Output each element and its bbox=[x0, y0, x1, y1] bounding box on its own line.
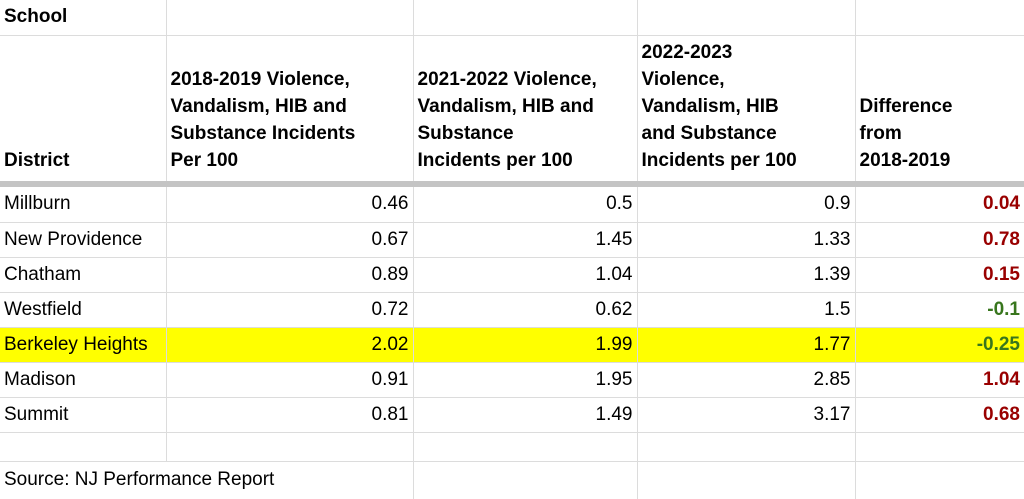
header-2021-2022-incidents[interactable]: 2021-2022 Violence, Vandalism, HIB and S… bbox=[413, 35, 638, 181]
empty-cell[interactable] bbox=[0, 432, 167, 462]
incidents-2022-cell[interactable]: 1.5 bbox=[637, 292, 856, 328]
incidents-2018-cell[interactable]: 0.72 bbox=[166, 292, 414, 328]
table-row: Madison 0.91 1.95 2.85 1.04 bbox=[0, 362, 1024, 398]
incidents-2022-cell[interactable]: 1.39 bbox=[637, 257, 856, 293]
empty-cell[interactable] bbox=[855, 432, 1024, 462]
incidents-2018-cell[interactable]: 2.02 bbox=[166, 327, 414, 363]
spacer-row bbox=[0, 432, 1024, 462]
incidents-2021-cell[interactable]: 1.45 bbox=[413, 222, 638, 258]
header-district[interactable]: District bbox=[0, 35, 167, 181]
district-cell[interactable]: Westfield bbox=[0, 292, 167, 328]
incidents-2022-cell[interactable]: 1.33 bbox=[637, 222, 856, 258]
incidents-2021-cell[interactable]: 1.99 bbox=[413, 327, 638, 363]
title-row: School bbox=[0, 0, 1024, 36]
district-cell[interactable]: Chatham bbox=[0, 257, 167, 293]
empty-cell[interactable] bbox=[637, 432, 856, 462]
frozen-row-divider-bar bbox=[0, 181, 1024, 187]
header-2022-2023-incidents[interactable]: 2022-2023 Violence, Vandalism, HIB and S… bbox=[637, 35, 856, 181]
empty-cell[interactable] bbox=[637, 0, 856, 36]
incidents-2021-cell[interactable]: 0.62 bbox=[413, 292, 638, 328]
empty-cell[interactable] bbox=[413, 0, 638, 36]
district-cell[interactable]: New Providence bbox=[0, 222, 167, 258]
incidents-2022-cell[interactable]: 1.77 bbox=[637, 327, 856, 363]
source-row: Source: NJ Performance Report bbox=[0, 461, 1024, 499]
incidents-2022-cell[interactable]: 0.9 bbox=[637, 187, 856, 223]
incidents-2018-cell[interactable]: 0.46 bbox=[166, 187, 414, 223]
difference-cell[interactable]: -0.25 bbox=[855, 327, 1024, 363]
difference-cell[interactable]: 0.04 bbox=[855, 187, 1024, 223]
difference-cell[interactable]: 0.68 bbox=[855, 397, 1024, 433]
incidents-2018-cell[interactable]: 0.81 bbox=[166, 397, 414, 433]
source-note[interactable]: Source: NJ Performance Report bbox=[0, 461, 414, 499]
table-row-highlighted: Berkeley Heights 2.02 1.99 1.77 -0.25 bbox=[0, 327, 1024, 363]
difference-cell[interactable]: -0.1 bbox=[855, 292, 1024, 328]
district-cell[interactable]: Millburn bbox=[0, 187, 167, 223]
incidents-2022-cell[interactable]: 3.17 bbox=[637, 397, 856, 433]
incidents-2021-cell[interactable]: 1.04 bbox=[413, 257, 638, 293]
district-cell[interactable]: Berkeley Heights bbox=[0, 327, 167, 363]
cell-school-label[interactable]: School bbox=[0, 0, 167, 36]
incidents-2021-cell[interactable]: 1.95 bbox=[413, 362, 638, 398]
empty-cell[interactable] bbox=[855, 0, 1024, 36]
frozen-row-divider bbox=[0, 181, 1024, 187]
incidents-2018-cell[interactable]: 0.89 bbox=[166, 257, 414, 293]
header-difference[interactable]: Difference from 2018-2019 bbox=[859, 96, 953, 171]
header-2018-2019-incidents[interactable]: 2018-2019 Violence, Vandalism, HIB and S… bbox=[166, 35, 414, 181]
empty-cell[interactable] bbox=[166, 432, 414, 462]
incidents-2018-cell[interactable]: 0.67 bbox=[166, 222, 414, 258]
table-row: Millburn 0.46 0.5 0.9 0.04 bbox=[0, 187, 1024, 223]
difference-cell[interactable]: 1.04 bbox=[855, 362, 1024, 398]
district-cell[interactable]: Summit bbox=[0, 397, 167, 433]
empty-cell[interactable] bbox=[413, 432, 638, 462]
empty-cell[interactable] bbox=[855, 461, 1024, 499]
empty-cell[interactable] bbox=[637, 461, 856, 499]
incidents-2018-cell[interactable]: 0.91 bbox=[166, 362, 414, 398]
district-cell[interactable]: Madison bbox=[0, 362, 167, 398]
difference-cell[interactable]: 0.78 bbox=[855, 222, 1024, 258]
header-row: District 2018-2019 Violence, Vandalism, … bbox=[0, 35, 1024, 181]
empty-cell[interactable] bbox=[166, 0, 414, 36]
table-row: New Providence 0.67 1.45 1.33 0.78 bbox=[0, 222, 1024, 258]
table-row: Westfield 0.72 0.62 1.5 -0.1 bbox=[0, 292, 1024, 328]
incidents-2021-cell[interactable]: 1.49 bbox=[413, 397, 638, 433]
table-row: Chatham 0.89 1.04 1.39 0.15 bbox=[0, 257, 1024, 293]
empty-cell[interactable] bbox=[413, 461, 638, 499]
table-row: Summit 0.81 1.49 3.17 0.68 bbox=[0, 397, 1024, 433]
difference-cell[interactable]: 0.15 bbox=[855, 257, 1024, 293]
incidents-2022-cell[interactable]: 2.85 bbox=[637, 362, 856, 398]
incidents-2021-cell[interactable]: 0.5 bbox=[413, 187, 638, 223]
